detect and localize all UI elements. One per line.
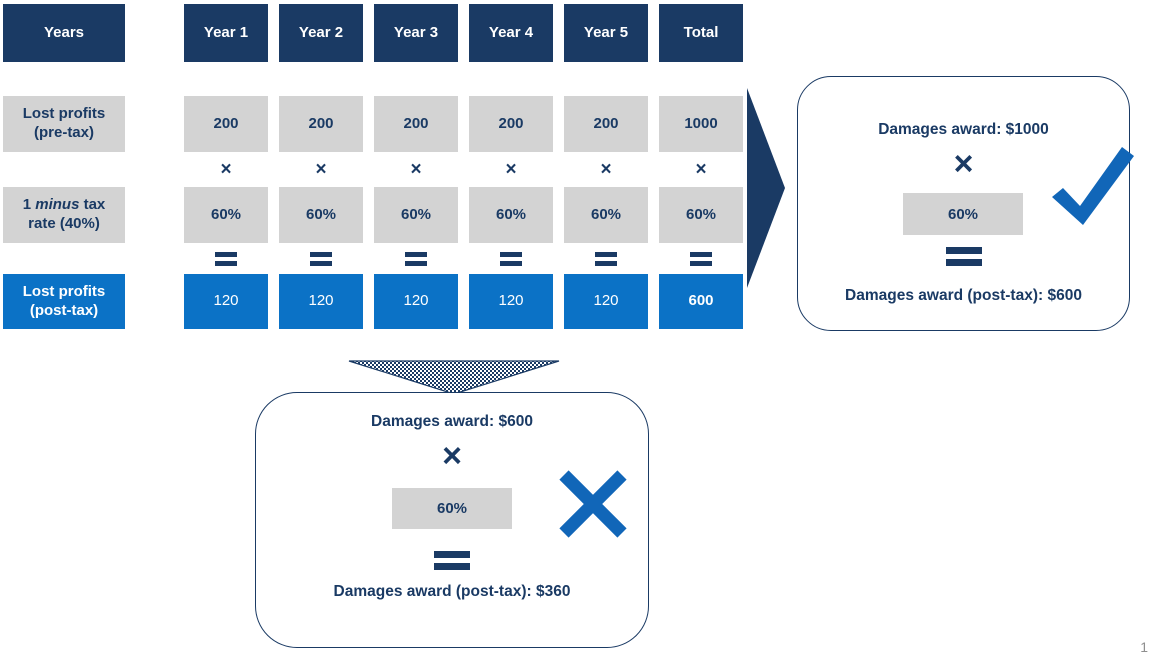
table-cell: 1000: [659, 96, 743, 152]
multiply-icon: ×: [695, 159, 707, 180]
equals-icon: [469, 246, 553, 272]
damages-award-text: Damages award: $1000: [878, 121, 1049, 138]
tax-rate-box: 60%: [392, 488, 512, 529]
equals-icon: [564, 246, 648, 272]
equals-icon: [374, 246, 458, 272]
arrow-right-icon: [747, 88, 785, 288]
column-header-total: Total: [659, 4, 743, 62]
row-label-line: rate (40%): [28, 215, 100, 232]
table-cell: 600: [659, 274, 743, 329]
column-header-year-1: Year 1: [184, 4, 268, 62]
multiply-icon: ×: [505, 159, 517, 180]
table-cell: 60%: [659, 187, 743, 243]
multiply-icon: ×: [410, 159, 422, 180]
result-text: Damages award (post-tax): $600: [845, 287, 1082, 304]
table-cell: 120: [564, 274, 648, 329]
multiply-icon: ×: [220, 159, 232, 180]
check-icon: [1052, 147, 1134, 225]
table-cell: 60%: [279, 187, 363, 243]
table-cell: 200: [374, 96, 458, 152]
table-cell: 60%: [374, 187, 458, 243]
equals-icon: [184, 246, 268, 272]
years-header: Years: [3, 4, 125, 62]
row-label-line: Lost profits: [22, 105, 106, 123]
table-cell: 60%: [469, 187, 553, 243]
table-cell: 60%: [564, 187, 648, 243]
equals-icon: [279, 246, 363, 272]
table-cell: 200: [469, 96, 553, 152]
row-label-line: Lost profits: [22, 282, 106, 300]
table-cell: 200: [279, 96, 363, 152]
damages-award-text: Damages award: $600: [371, 413, 533, 430]
row-label-tax-rate: 1 minus tax rate (40%): [3, 187, 125, 243]
result-text: Damages award (post-tax): $360: [333, 583, 571, 600]
approved-calculation-panel: Damages award: $1000 × 60% Damages award…: [797, 76, 1134, 331]
table-cell: 120: [279, 274, 363, 329]
arrow-down-icon: [348, 360, 560, 395]
row-label-lost-profits-pre-tax: Lost profits (pre-tax): [3, 96, 125, 152]
table-cell: 120: [184, 274, 268, 329]
table-cell: 120: [374, 274, 458, 329]
page-number: 1: [1140, 639, 1148, 655]
equals-icon: [256, 551, 648, 570]
table-cell: 60%: [184, 187, 268, 243]
column-header-year-5: Year 5: [564, 4, 648, 62]
row-label-lost-profits-post-tax: Lost profits (post-tax): [3, 274, 125, 329]
row-label-line: (post-tax): [29, 301, 99, 319]
table-cell: 200: [184, 96, 268, 152]
equals-icon: [798, 247, 1129, 266]
column-header-year-2: Year 2: [279, 4, 363, 62]
cross-icon: [559, 470, 627, 538]
column-header-year-4: Year 4: [469, 4, 553, 62]
table-cell: 120: [469, 274, 553, 329]
multiply-icon: ×: [442, 436, 462, 475]
multiply-icon: ×: [953, 144, 974, 183]
row-label-line: 1 minus tax: [22, 196, 106, 214]
row-label-line: (pre-tax): [33, 124, 94, 141]
multiply-icon: ×: [600, 159, 612, 180]
tax-rate-box: 60%: [903, 193, 1023, 235]
multiply-icon: ×: [315, 159, 327, 180]
table-cell: 200: [564, 96, 648, 152]
equals-icon: [659, 246, 743, 272]
column-header-year-3: Year 3: [374, 4, 458, 62]
minus-italic: minus: [35, 196, 80, 214]
rejected-calculation-panel: Damages award: $600 × 60% Damages award …: [255, 392, 649, 648]
